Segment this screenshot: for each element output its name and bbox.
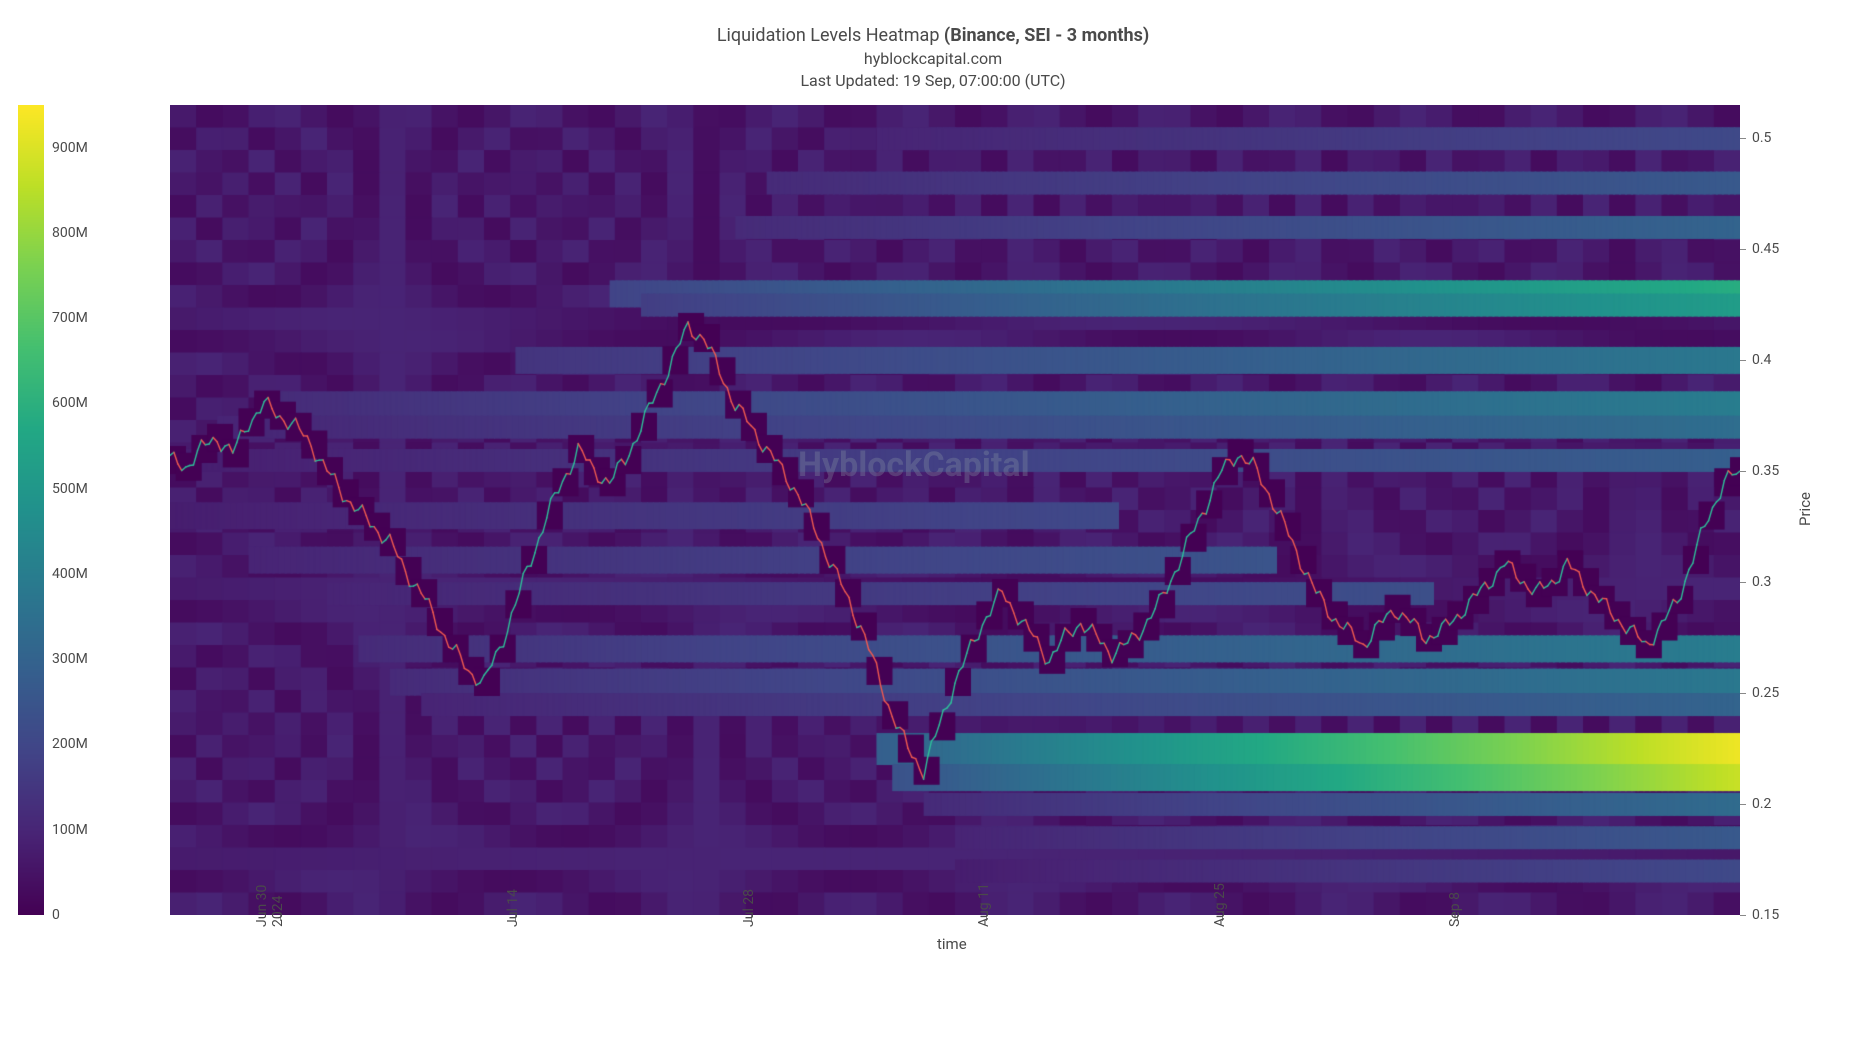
x-axis-title: time [937,935,967,953]
y-tick-label: 0.5 [1752,130,1771,146]
title-prefix: Liquidation Levels Heatmap [717,25,944,46]
x-tick-label: Jul 28 [741,889,757,927]
x-tick-label: Sep 8 [1447,892,1463,927]
colorbar-tick-label: 900M [52,140,88,156]
y-tick [1740,360,1746,361]
colorbar-tick-label: 400M [52,566,88,582]
colorbar [18,105,44,915]
y-tick-label: 0.2 [1752,796,1771,812]
y-tick-label: 0.35 [1752,463,1779,479]
title-block: Liquidation Levels Heatmap (Binance, SEI… [0,24,1866,91]
y-axis-title: Price [1796,492,1814,526]
y-tick [1740,471,1746,472]
y-tick-label: 0.45 [1752,241,1779,257]
y-tick [1740,693,1746,694]
x-tick-label: Jul 14 [505,889,521,927]
chart-container: Liquidation Levels Heatmap (Binance, SEI… [0,0,1866,1050]
colorbar-tick-label: 300M [52,651,88,667]
y-tick [1740,138,1746,139]
y-tick-label: 0.3 [1752,574,1771,590]
heatmap-plot [170,105,1740,915]
chart-subtitle: hyblockcapital.com [0,48,1866,70]
colorbar-tick-label: 200M [52,736,88,752]
chart-title: Liquidation Levels Heatmap (Binance, SEI… [0,24,1866,48]
x-tick-label: Jun 30 2024 [254,885,286,927]
colorbar-tick-label: 700M [52,310,88,326]
y-tick-label: 0.4 [1752,352,1771,368]
colorbar-tick-label: 800M [52,225,88,241]
colorbar-tick-label: 0 [52,907,60,923]
chart-last-updated: Last Updated: 19 Sep, 07:00:00 (UTC) [0,70,1866,92]
title-bold: (Binance, SEI - 3 months) [944,25,1149,46]
y-tick-label: 0.25 [1752,685,1779,701]
colorbar-tick-label: 600M [52,395,88,411]
colorbar-tick-label: 100M [52,822,88,838]
y-tick [1740,804,1746,805]
x-tick-label: Aug 11 [976,883,992,927]
x-tick-label: Aug 25 [1212,883,1228,927]
y-tick [1740,915,1746,916]
y-tick [1740,249,1746,250]
y-tick-label: 0.15 [1752,907,1779,923]
colorbar-tick-label: 500M [52,481,88,497]
y-tick [1740,582,1746,583]
